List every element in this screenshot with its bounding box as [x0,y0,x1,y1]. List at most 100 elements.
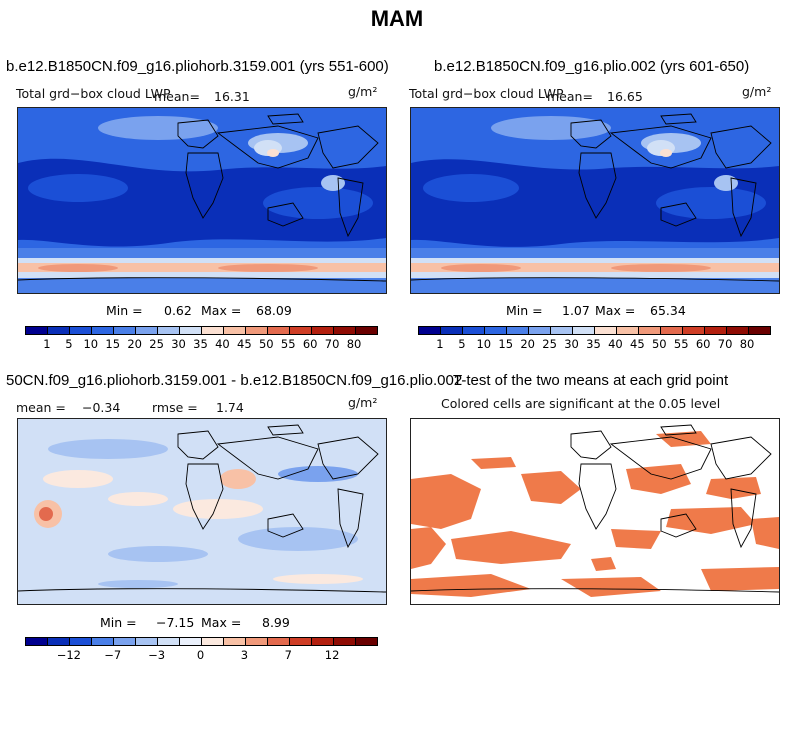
colorbar-swatch [529,327,551,334]
colorbar-swatch [290,638,312,645]
colorbar-tick-label: 10 [83,337,99,351]
colorbar-tick-label: 30 [564,337,579,351]
colorbar-swatch [463,327,485,334]
panel4-subtitle: Colored cells are significant at the 0.0… [441,396,721,411]
panel2-map [410,107,780,294]
panel1-min-value: 0.62 [164,303,192,318]
colorbar-tick-label: 60 [302,337,318,351]
colorbar-tick-label: 0 [196,648,205,662]
colorbar-tick-label: 45 [237,337,252,351]
colorbar-swatch [114,327,136,334]
colorbar-swatch [334,327,356,334]
colorbar-swatch [180,327,202,334]
panel3-mean-label: mean = [16,400,66,415]
colorbar-tick-label: 30 [171,337,186,351]
colorbar-swatch [92,638,114,645]
colorbar-swatch [202,638,224,645]
colorbar-swatch [290,327,312,334]
colorbar-swatch [334,638,356,645]
colorbar-swatch [26,327,48,334]
colorbar-tick-label: 45 [630,337,645,351]
panel2-max-value: 65.34 [650,303,686,318]
panel3-map [17,418,387,605]
colorbar-swatch [551,327,573,334]
panel1-colorbar [25,326,378,335]
colorbar-swatch [507,327,529,334]
colorbar-swatch [136,327,158,334]
panel1-mean-value: 16.31 [214,89,250,104]
panel1-min-label: Min = [106,303,143,318]
colorbar-swatch [683,327,705,334]
panel1-max-label: Max = [201,303,242,318]
panel1-mean-label: mean= [154,89,200,104]
panel1-units: g/m² [348,84,378,99]
colorbar-swatch [92,327,114,334]
panel2-max-label: Max = [595,303,636,318]
panel4-map [410,418,780,605]
panel3-units: g/m² [348,395,378,410]
panel3-max-label: Max = [201,615,242,630]
panel1-title: b.e12.B1850CN.f09_g16.pliohorb.3159.001 … [6,58,389,75]
colorbar-swatch [617,327,639,334]
colorbar-tick-label: 80 [739,337,755,351]
panel3-rmse-value: 1.74 [216,400,244,415]
colorbar-swatch [312,638,334,645]
colorbar-swatch [705,327,727,334]
panel3-title: 50CN.f09_g16.pliohorb.3159.001 - b.e12.B… [6,372,463,389]
colorbar-swatch [356,327,377,334]
colorbar-tick-label: 25 [542,337,557,351]
colorbar-swatch [180,638,202,645]
panel3-max-value: 8.99 [262,615,290,630]
colorbar-tick-label: 20 [520,337,536,351]
colorbar-tick-label: 70 [717,337,733,351]
panel2-min-label: Min = [506,303,543,318]
colorbar-swatch [202,327,224,334]
significant-cells [411,431,779,597]
panel3-colorbar [25,637,378,646]
colorbar-swatch [727,327,749,334]
panel2-mean-label: mean= [547,89,593,104]
colorbar-tick-label: 15 [105,337,121,351]
colorbar-swatch [70,638,92,645]
colorbar-swatch [48,638,70,645]
colorbar-tick-label: −7 [104,648,122,662]
colorbar-tick-label: 10 [476,337,492,351]
panel4-title: T-test of the two means at each grid poi… [453,372,729,389]
colorbar-tick-label: 50 [651,337,667,351]
panel1-colorbar-labels: 1 5 10 15 20 25 30 35 40 45 50 55 60 70 80 [25,337,378,351]
panel2-min-value: 1.07 [562,303,590,318]
panel2-colorbar-labels: 1 5 10 15 20 25 30 35 40 45 50 55 60 70 80 [418,337,771,351]
panel2-colorbar [418,326,771,335]
colorbar-swatch [224,638,246,645]
colorbar-tick-label: 3 [240,648,249,662]
panel2-variable: Total grd−box cloud LWP [409,86,564,101]
colorbar-swatch [246,638,268,645]
colorbar-tick-label: 40 [608,337,623,351]
colorbar-tick-label: 70 [324,337,340,351]
colorbar-swatch [595,327,617,334]
colorbar-swatch [158,327,180,334]
panel1-map [17,107,387,294]
colorbar-tick-label: 15 [498,337,514,351]
colorbar-tick-label: 5 [65,337,73,351]
colorbar-tick-label: 40 [215,337,230,351]
panel2-title: b.e12.B1850CN.f09_g16.plio.002 (yrs 601-… [434,58,750,75]
colorbar-tick-label: −12 [56,648,82,662]
colorbar-tick-label: 55 [280,337,296,351]
colorbar-swatch [48,327,70,334]
colorbar-swatch [70,327,92,334]
colorbar-swatch [224,327,246,334]
colorbar-swatch [749,327,770,334]
colorbar-swatch [312,327,334,334]
figure-title: MAM [370,6,424,31]
panel3-mean-value: −0.34 [82,400,121,415]
colorbar-tick-label: 35 [193,337,208,351]
colorbar-tick-label: 35 [586,337,601,351]
panel2-mean-value: 16.65 [607,89,643,104]
colorbar-tick-label: 25 [149,337,164,351]
colorbar-swatch [136,638,158,645]
colorbar-swatch [419,327,441,334]
colorbar-tick-label: 12 [324,648,340,662]
panel2-units: g/m² [742,84,772,99]
colorbar-tick-label: 80 [346,337,362,351]
